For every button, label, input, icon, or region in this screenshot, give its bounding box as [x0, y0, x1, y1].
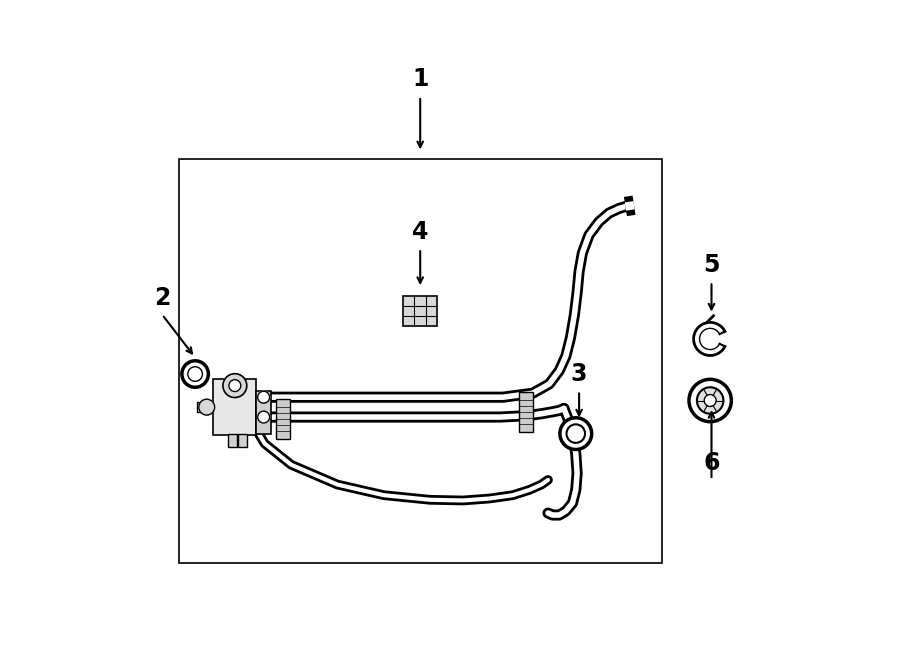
Circle shape: [697, 387, 724, 414]
Bar: [213, 379, 256, 436]
Circle shape: [188, 367, 202, 381]
Bar: [276, 399, 291, 439]
Circle shape: [223, 373, 247, 397]
Bar: [178, 159, 662, 563]
Text: 3: 3: [571, 362, 588, 386]
Bar: [403, 296, 437, 326]
Circle shape: [199, 399, 215, 415]
Bar: [518, 392, 534, 432]
Text: 1: 1: [412, 68, 428, 91]
Circle shape: [229, 379, 241, 392]
Bar: [197, 402, 213, 412]
Circle shape: [566, 424, 585, 443]
Circle shape: [689, 379, 732, 422]
Bar: [229, 434, 238, 448]
Circle shape: [704, 395, 716, 406]
Circle shape: [257, 391, 270, 403]
Text: 6: 6: [703, 451, 720, 475]
Text: 5: 5: [703, 253, 720, 277]
Circle shape: [560, 418, 591, 449]
Circle shape: [182, 361, 209, 387]
Bar: [256, 391, 271, 434]
Text: 2: 2: [154, 286, 170, 310]
Circle shape: [257, 411, 270, 423]
Bar: [238, 434, 248, 448]
Text: 4: 4: [412, 220, 428, 244]
